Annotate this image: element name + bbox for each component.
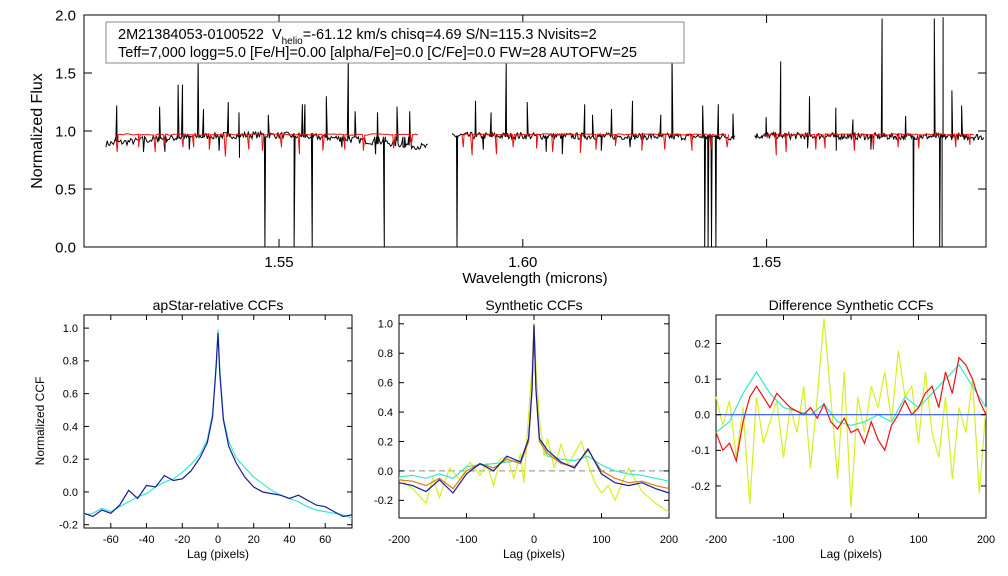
synthetic-series-orange: [398, 323, 670, 490]
difference-xtick-label: -100: [772, 534, 794, 546]
difference-ytick-label: 0.2: [695, 338, 710, 350]
synthetic-ytick-label: 1.0: [378, 319, 393, 331]
synthetic-xlabel: Lag (pixels): [503, 547, 565, 561]
apstar-xtick-label: -20: [174, 534, 190, 546]
synthetic-ticks: -200 -100 0 100 200 -0.2 0.0 0.2 0.4 0.6 0.8 1.0: [374, 315, 678, 546]
apstar-xtick-label: 0: [215, 534, 221, 546]
apstar-xtick-label: 20: [248, 534, 260, 546]
apstar-ytick-label: 0.8: [63, 356, 78, 368]
difference-series-cyan: [715, 363, 987, 433]
difference-xtick-label: 0: [848, 534, 854, 546]
synthetic-series-cyan: [398, 323, 670, 482]
synthetic-ytick-label: 0.2: [378, 436, 393, 448]
spectrum-ytick-label: 1.0: [55, 123, 76, 140]
spectrum-ylabel: Normalized Flux: [29, 73, 46, 189]
spectrum-synthetic-chip: [763, 132, 974, 156]
spectrum-observed-chip: [451, 53, 736, 248]
apstar-ytick-label: -0.2: [59, 520, 78, 532]
synthetic-xtick-label: 200: [660, 534, 678, 546]
synthetic-xtick-label: -200: [388, 534, 410, 546]
apstar-plot-area: [83, 329, 353, 519]
spectrum-plot-area: [105, 17, 985, 248]
apstar-xtick-label: 40: [283, 534, 295, 546]
apstar-xlabel: Lag (pixels): [187, 547, 249, 561]
apstar-panel: -60 -40 -20 0 20 40 60 -0.2 0.0 0.2 0.4 0.6 0.8 1.0 a…: [33, 297, 353, 561]
synthetic-ytick-label: 0.8: [378, 348, 393, 360]
annotation-vhelio-symbol: V: [272, 27, 282, 43]
synthetic-series-navy: [398, 325, 670, 494]
apstar-ytick-label: 0.2: [63, 454, 78, 466]
annotation-line-1: 2M21384053-0100522 Vhelio=-61.12 km/s chi…: [118, 27, 597, 47]
difference-xtick-label: 200: [977, 534, 995, 546]
difference-ytick-label: 0.1: [695, 374, 710, 386]
difference-ytick-label: 0.0: [695, 410, 710, 422]
difference-xtick-label: -200: [705, 534, 727, 546]
synthetic-ytick-label: 0.6: [378, 378, 393, 390]
difference-xlabel: Lag (pixels): [820, 547, 882, 561]
spectrum-xtick-label: 1.55: [264, 254, 293, 271]
difference-series-red: [715, 356, 987, 464]
spectrum-ytick-label: 1.5: [55, 65, 76, 82]
spectrum-observed-chip: [105, 59, 428, 248]
apstar-title: apStar-relative CCFs: [153, 297, 284, 313]
synthetic-xtick-label: 100: [592, 534, 610, 546]
spectrum-xtick-label: 1.60: [508, 254, 537, 271]
synthetic-xtick-label: 0: [531, 534, 537, 546]
difference-plot-area: [715, 318, 987, 508]
synthetic-ytick-label: 0.4: [378, 407, 393, 419]
synthetic-plot-area: [398, 323, 670, 513]
spectrum-synthetic-chip: [461, 133, 730, 156]
apstar-ytick-label: 0.6: [63, 388, 78, 400]
synthetic-panel: -200 -100 0 100 200 -0.2 0.0 0.2 0.4 0.6 0.8 1.0 Sy…: [374, 297, 678, 561]
spectrum-xlabel: Wavelength (microns): [462, 270, 607, 287]
synthetic-series-green-yellow: [398, 323, 670, 513]
annotation-line-2: Teff=7,000 logg=5.0 [Fe/H]=0.00 [alpha/F…: [118, 45, 637, 61]
spectrum-ytick-label: 2.0: [55, 7, 76, 24]
difference-frame: [715, 314, 987, 519]
synthetic-frame: [398, 314, 670, 519]
spectrum-ytick-label: 0.5: [55, 181, 76, 198]
difference-panel: -200 -100 0 100 200 -0.2 -0.1 0.0 0.1 0.2 Differe…: [691, 297, 995, 561]
apstar-ylabel: Normalized CCF: [33, 377, 47, 466]
annotation-vhelio-subscript: helio: [282, 36, 304, 47]
apstar-xtick-label: -40: [139, 534, 155, 546]
apstar-xtick-label: -60: [103, 534, 119, 546]
synthetic-title: Synthetic CCFs: [485, 297, 582, 313]
apstar-ytick-label: 0.4: [63, 421, 78, 433]
apstar-ticks: -60 -40 -20 0 20 40 60 -0.2 0.0 0.2 0.4 0.6 0.8 1.0: [59, 315, 352, 546]
annotation-line-1-values: =-61.12 km/s chisq=4.69 S/N=115.3 Nvisit…: [303, 27, 597, 43]
difference-ytick-label: -0.1: [691, 445, 710, 457]
synthetic-xtick-label: -100: [455, 534, 477, 546]
apstar-series-visit-1: [83, 329, 353, 519]
annotation-box: [105, 21, 685, 64]
difference-title: Difference Synthetic CCFs: [769, 297, 934, 313]
synthetic-ytick-label: -0.2: [374, 495, 393, 507]
spectrum-observed-chip: [754, 17, 985, 248]
apstar-series-visit-2: [83, 332, 353, 518]
difference-xtick-label: 100: [909, 534, 927, 546]
difference-series-green-yellow: [715, 318, 987, 508]
difference-ticks: -200 -100 0 100 200 -0.2 -0.1 0.0 0.1 0.2: [691, 315, 995, 546]
spectrum-ytick-label: 0.0: [55, 239, 76, 256]
spectrum-synthetic-chip: [115, 132, 419, 157]
difference-ytick-label: -0.2: [691, 481, 710, 493]
spectrum-panel: 1.55 1.60 1.65 0.0 0.5 1.0 1.5 2.0 Wavelength (…: [29, 7, 987, 287]
spectrum-xtick-label: 1.65: [752, 254, 781, 271]
apstar-xtick-label: 60: [319, 534, 331, 546]
apstar-ytick-label: 1.0: [63, 323, 78, 335]
annotation-star-id: 2M21384053-0100522: [118, 27, 264, 43]
apstar-frame: [83, 314, 353, 529]
apstar-ytick-label: 0.0: [63, 487, 78, 499]
spectrum-ticks: 1.55 1.60 1.65 0.0 0.5 1.0 1.5 2.0: [55, 7, 986, 271]
synthetic-ytick-label: 0.0: [378, 466, 393, 478]
